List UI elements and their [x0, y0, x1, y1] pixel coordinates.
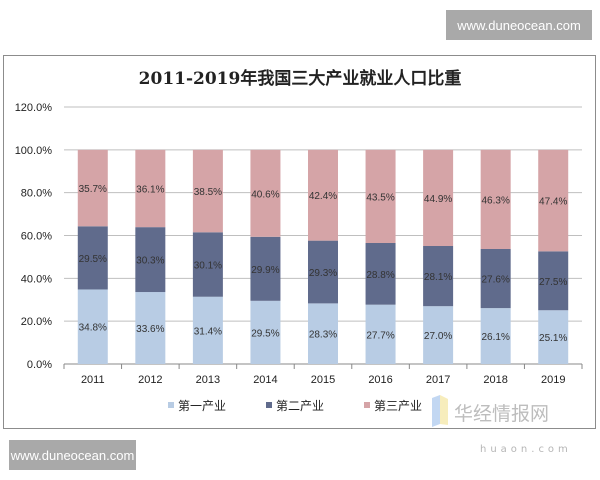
x-tick-label: 2018 [483, 374, 507, 386]
legend-swatch [168, 402, 174, 408]
bar-segment [423, 149, 454, 246]
x-tick-label: 2019 [541, 374, 565, 386]
x-tick-label: 2012 [138, 374, 162, 386]
bar-segment [250, 149, 281, 237]
data-label: 35.7% [79, 184, 107, 195]
bar-segment [135, 149, 166, 228]
data-label: 29.5% [79, 254, 107, 265]
data-label: 29.9% [251, 265, 279, 276]
logo-icon-part [440, 395, 448, 425]
y-tick-label: 40.0% [21, 273, 52, 285]
y-tick-label: 0.0% [27, 359, 52, 371]
chart-title: 2011-2019年我国三大产业就业人口比重 [138, 69, 462, 89]
logo-icon [432, 395, 440, 427]
y-tick-label: 80.0% [21, 188, 52, 200]
x-tick-label: 2014 [253, 374, 277, 386]
legend-swatch [266, 402, 272, 408]
bar-segment [77, 149, 108, 227]
x-tick-label: 2011 [81, 374, 105, 386]
bar-segment [308, 149, 338, 241]
x-tick-label: 2017 [426, 374, 450, 386]
data-label: 36.1% [136, 184, 164, 195]
data-label: 27.5% [539, 277, 567, 288]
logo-text: 华经情报网 [454, 403, 549, 425]
data-label: 33.6% [136, 324, 164, 335]
bar-segment [77, 289, 108, 364]
logo-subtext: huaon.com [480, 444, 572, 455]
bar-segment [308, 303, 338, 364]
data-label: 28.3% [309, 330, 337, 341]
data-label: 31.4% [194, 326, 222, 337]
data-label: 44.9% [424, 194, 452, 205]
data-label: 25.1% [539, 333, 567, 344]
data-label: 40.6% [251, 189, 279, 200]
bar-segment [192, 296, 223, 364]
x-tick-label: 2015 [311, 374, 335, 386]
bar-segment [135, 292, 166, 364]
y-tick-label: 120.0% [15, 102, 53, 114]
bar-segment [365, 149, 396, 243]
data-label: 46.3% [481, 195, 509, 206]
data-label: 30.3% [136, 256, 164, 267]
bar-segment [423, 245, 454, 307]
bar-segment [423, 306, 454, 364]
data-label: 28.8% [366, 270, 394, 281]
legend-swatch [364, 402, 370, 408]
x-tick-label: 2013 [196, 374, 220, 386]
legend-label: 第三产业 [374, 399, 422, 413]
data-label: 47.4% [539, 197, 567, 208]
bar-segment [480, 248, 511, 309]
y-tick-label: 60.0% [21, 231, 52, 243]
bar-segment [538, 149, 569, 252]
data-label: 30.1% [194, 261, 222, 272]
data-label: 27.0% [424, 331, 452, 342]
bar-segment [250, 236, 281, 301]
data-label: 29.3% [309, 268, 337, 279]
bar-segment [192, 232, 223, 297]
bar-segment [480, 308, 511, 364]
data-label: 27.7% [366, 330, 394, 341]
data-label: 27.6% [481, 275, 509, 286]
bar-segment [365, 242, 396, 305]
data-label: 34.8% [79, 323, 107, 334]
bar-segment [135, 227, 166, 293]
bar-segment [538, 310, 569, 364]
bar-segment [250, 300, 281, 364]
legend-label: 第一产业 [178, 399, 226, 413]
bar-segment [365, 304, 396, 364]
data-label: 38.5% [194, 187, 222, 198]
data-label: 26.1% [481, 332, 509, 343]
bar-segment [538, 251, 569, 311]
watermark-bottom: www.duneocean.com [9, 440, 136, 470]
x-tick-label: 2016 [368, 374, 392, 386]
bar-segment [308, 240, 338, 304]
bar-segment [192, 149, 223, 233]
bar-segment [77, 226, 108, 290]
legend-label: 第二产业 [276, 399, 324, 413]
bar-segment [480, 149, 511, 249]
data-label: 42.4% [309, 191, 337, 202]
y-tick-label: 100.0% [15, 145, 53, 157]
y-tick-label: 20.0% [21, 316, 52, 328]
watermark-top: www.duneocean.com [446, 10, 592, 40]
data-label: 43.5% [366, 192, 394, 203]
data-label: 28.1% [424, 272, 452, 283]
data-label: 29.5% [251, 328, 279, 339]
